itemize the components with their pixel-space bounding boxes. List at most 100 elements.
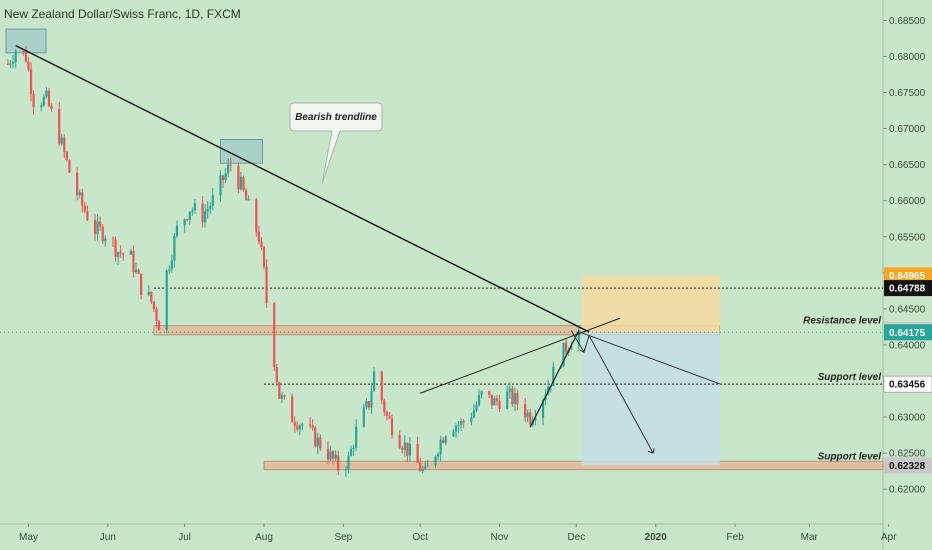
candle-bull (193, 203, 196, 211)
candle-bull (370, 391, 373, 408)
candle-bull (552, 366, 555, 387)
candle-bull (457, 425, 460, 427)
candle-bear (63, 137, 66, 152)
candle-bear (278, 382, 281, 399)
candle-bear (332, 451, 335, 459)
candle-bear (29, 69, 33, 94)
candle-bull (173, 235, 176, 261)
candle-bull (347, 455, 350, 470)
candle-bear (511, 388, 514, 405)
candle-bear (114, 239, 117, 257)
candle-bear (406, 442, 409, 456)
candle-bear (326, 448, 330, 460)
x-tick-label: Nov (491, 532, 509, 543)
support-label-2: Support level (818, 452, 882, 463)
candle-bull (224, 173, 227, 181)
candle-bull (14, 50, 17, 62)
x-tick-label: Aug (255, 532, 273, 543)
candle-bull (175, 225, 179, 236)
x-tick-label: 2020 (645, 532, 668, 543)
candle-bear (314, 427, 317, 447)
candle-bear (490, 394, 493, 406)
candle-bull (298, 425, 301, 430)
candle-bull (526, 412, 529, 418)
stop-loss-zone (581, 275, 720, 332)
candle-bull (508, 388, 511, 392)
candle-bull (439, 439, 442, 455)
candle-bull (165, 270, 168, 331)
candle-bull (444, 436, 447, 443)
candle-bear (390, 418, 394, 436)
candle-bear (86, 211, 89, 221)
candle-bull (316, 437, 319, 447)
candle-bear (81, 192, 84, 206)
candle-bull (129, 250, 132, 255)
candle-bull (78, 192, 81, 196)
candle-bear (157, 321, 161, 331)
y-tick-label: 0.62500 (889, 449, 926, 460)
candle-bull (562, 342, 565, 367)
candle-bear (516, 393, 519, 405)
candle-bear (385, 411, 388, 416)
x-tick-label: Dec (567, 532, 585, 543)
candle-bear (111, 238, 115, 240)
candle-bear (260, 241, 263, 248)
candle-bear (244, 190, 248, 201)
candle-bull (168, 269, 171, 271)
candle-bear (257, 231, 260, 242)
candle-bull (355, 426, 358, 448)
wedge-upper-line (419, 317, 621, 394)
candle-bull (334, 455, 337, 459)
candle-bull (183, 219, 186, 226)
candle-bear (201, 203, 204, 223)
candle-bear (255, 199, 258, 232)
candle-bull (301, 424, 304, 426)
candle-bear (99, 221, 102, 227)
current-price-tag (884, 324, 932, 341)
candle-bear (122, 253, 125, 255)
bearish-trendline (15, 45, 590, 333)
candle-bear (68, 159, 71, 173)
candle-bear (383, 400, 386, 412)
y-tick-label: 0.66500 (889, 160, 926, 171)
y-tick-label: 0.68500 (889, 16, 926, 27)
candle-bear (93, 220, 97, 234)
swing-high-box-2 (220, 139, 263, 164)
y-tick-label: 0.66000 (889, 196, 926, 207)
candle-bull (436, 454, 440, 457)
candle-bull (372, 371, 376, 392)
candle-bull (493, 398, 496, 406)
candle-bull (426, 465, 429, 467)
candle-bear (380, 371, 383, 401)
x-tick-label: Jun (100, 532, 116, 543)
candle-bull (204, 211, 207, 223)
candle-bear (275, 367, 278, 383)
candle-bull (170, 260, 173, 270)
arrow-head-1 (579, 348, 586, 353)
candle-bear (221, 175, 225, 181)
candle-bear (24, 51, 28, 62)
wedge-lower-line (529, 330, 580, 428)
projection-arrow-2 (588, 335, 654, 454)
candle-bear (119, 252, 122, 254)
candle-bull (541, 400, 545, 418)
x-tick-label: May (19, 532, 38, 543)
y-tick-label: 0.64500 (889, 304, 926, 315)
candle-bull (191, 210, 194, 212)
candle-bull (362, 407, 365, 427)
candle-bear (273, 303, 276, 368)
high-tag-text: 0.64788 (889, 284, 926, 295)
candle-bull (96, 221, 99, 234)
candle-bear (140, 273, 143, 296)
candle-bear (524, 404, 527, 418)
candle-bull (9, 63, 12, 65)
y-tick-label: 0.68000 (889, 52, 926, 63)
candle-bull (60, 137, 63, 144)
chart-title: New Zealand Dollar/Swiss Franc, 1D, FXCM (4, 7, 241, 21)
support-tag-2-text: 0.62328 (889, 461, 926, 472)
candle-bear (319, 437, 322, 449)
candle-bear (58, 109, 61, 144)
candle-bull (116, 252, 120, 257)
resistance-label: Resistance level (803, 315, 881, 326)
